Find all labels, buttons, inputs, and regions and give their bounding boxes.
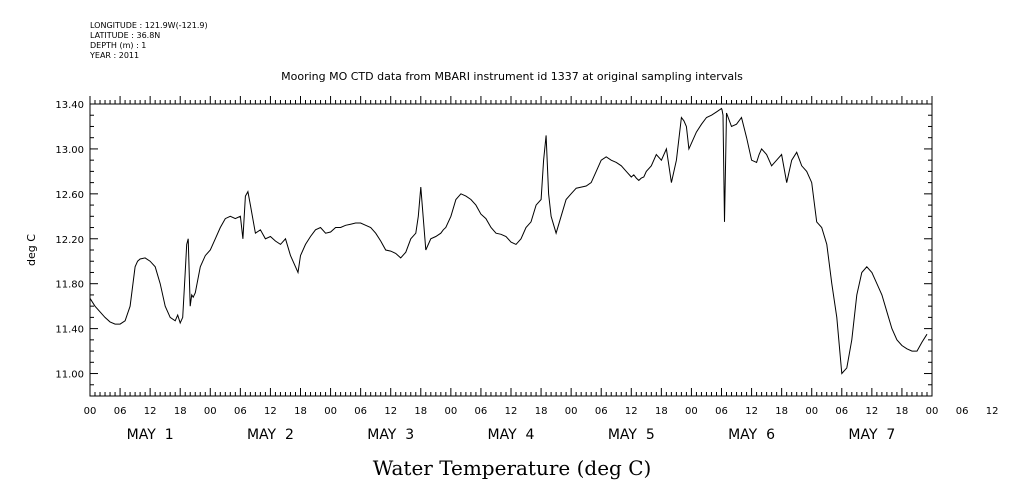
day-label: MAY 1 — [127, 427, 174, 443]
day-label: MAY 4 — [488, 427, 535, 443]
x-tick-label: 00 — [204, 406, 217, 417]
metadata-block: LONGITUDE : 121.9W(-121.9) LATITUDE : 36… — [90, 21, 208, 61]
x-tick-label: 00 — [805, 406, 818, 417]
x-tick-label: 00 — [685, 406, 698, 417]
x-tick-label: 12 — [745, 406, 758, 417]
plot-frame — [89, 103, 933, 397]
y-axis: 11.00 11.40 11.80 12.20 12.60 13.00 13.40 — [55, 100, 932, 397]
x-tick-label: 18 — [655, 406, 668, 417]
y-tick-label: 12.60 — [55, 190, 84, 201]
longitude-text: LONGITUDE : 121.9W(-121.9) — [90, 21, 208, 30]
x-tick-label: 12 — [144, 406, 157, 417]
x-tick-label: 12 — [505, 406, 518, 417]
x-axis: 00 06 12 18 00 06 12 18 00 06 12 18 00 06 12 18 00 06 12 18… — [84, 96, 999, 443]
temperature-series-line — [89, 107, 928, 375]
day-label: MAY 7 — [848, 427, 895, 443]
day-label: MAY 2 — [247, 427, 294, 443]
x-tick-label: 06 — [475, 406, 488, 417]
chart-title: Mooring MO CTD data from MBARI instrumen… — [281, 70, 743, 83]
day-label: MAY 3 — [367, 427, 414, 443]
x-tick-label: 12 — [625, 406, 638, 417]
x-tick-label: 06 — [835, 406, 848, 417]
x-axis-label: Water Temperature (deg C) — [373, 456, 652, 480]
x-tick-label: 06 — [234, 406, 247, 417]
depth-text: DEPTH (m) : 1 — [90, 41, 147, 50]
x-tick-label: 00 — [324, 406, 337, 417]
x-tick-label: 12 — [865, 406, 878, 417]
x-tick-label: 06 — [354, 406, 367, 417]
x-tick-label: 18 — [775, 406, 788, 417]
x-tick-label: 18 — [414, 406, 427, 417]
y-tick-label: 12.20 — [55, 235, 84, 246]
x-tick-label: 12 — [986, 406, 999, 417]
y-tick-label: 11.00 — [55, 370, 84, 381]
x-tick-label: 18 — [535, 406, 548, 417]
y-tick-label: 13.00 — [55, 145, 84, 156]
x-tick-label: 18 — [294, 406, 307, 417]
x-tick-label: 00 — [444, 406, 457, 417]
day-label: MAY 5 — [608, 427, 655, 443]
y-tick-label: 13.40 — [55, 100, 84, 111]
x-tick-label: 06 — [114, 406, 127, 417]
latitude-text: LATITUDE : 36.8N — [90, 31, 161, 40]
x-tick-label: 00 — [84, 406, 97, 417]
x-tick-label: 00 — [926, 406, 939, 417]
series-group — [89, 107, 928, 375]
x-tick-label: 00 — [565, 406, 578, 417]
x-tick-label: 06 — [715, 406, 728, 417]
x-tick-label: 18 — [174, 406, 187, 417]
x-tick-label: 06 — [956, 406, 969, 417]
y-axis-label: deg C — [25, 234, 38, 266]
year-text: YEAR : 2011 — [90, 51, 140, 60]
x-tick-label: 18 — [896, 406, 909, 417]
x-tick-label: 12 — [264, 406, 277, 417]
x-tick-label: 06 — [595, 406, 608, 417]
y-tick-label: 11.80 — [55, 280, 84, 291]
day-label: MAY 6 — [728, 427, 775, 443]
y-tick-label: 11.40 — [55, 325, 84, 336]
x-tick-label: 12 — [384, 406, 397, 417]
